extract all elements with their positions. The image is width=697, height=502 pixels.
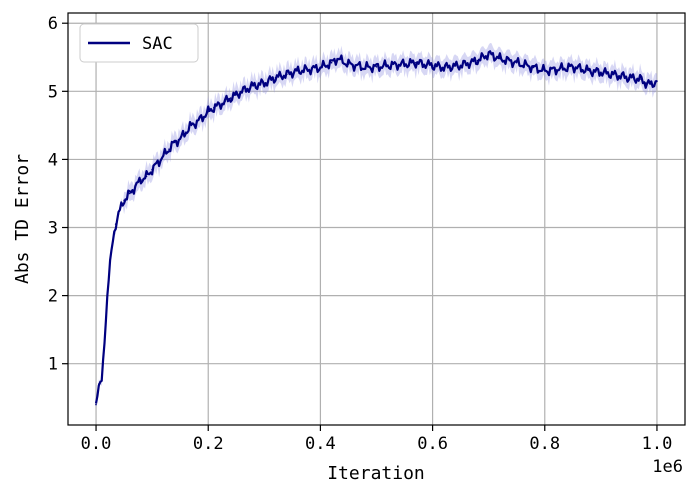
plot-frame — [67, 12, 686, 426]
data-point — [168, 148, 170, 150]
y-tick-label: 2 — [48, 287, 58, 307]
data-point — [109, 260, 111, 263]
data-point — [286, 73, 288, 76]
data-point — [134, 185, 137, 188]
data-point — [207, 110, 209, 113]
data-point — [128, 192, 131, 195]
data-point — [476, 59, 479, 62]
data-point — [162, 155, 165, 157]
y-axis-ticks: 1 2 3 4 5 6 — [48, 14, 68, 375]
data-point — [156, 162, 159, 164]
data-point — [644, 82, 647, 84]
data-point — [196, 121, 198, 123]
data-point — [145, 175, 148, 178]
data-point — [190, 124, 193, 127]
data-point — [98, 383, 100, 385]
x-tick-label: 0.4 — [305, 434, 336, 454]
y-tick-label: 3 — [48, 219, 58, 239]
confidence-band-sac — [96, 43, 657, 409]
data-point — [95, 403, 97, 406]
data-point — [229, 97, 232, 99]
data-point — [319, 66, 322, 69]
data-point — [499, 57, 501, 60]
data-point — [487, 53, 490, 55]
series-line-sac — [94, 50, 658, 404]
data-point — [114, 223, 117, 225]
plot-background — [68, 13, 685, 425]
data-point — [235, 93, 238, 96]
data-point — [639, 78, 641, 80]
data-point — [347, 63, 350, 65]
legend-box — [79, 23, 199, 63]
data-point — [185, 131, 187, 133]
x-tick-label: 0.2 — [193, 434, 224, 454]
data-point — [151, 168, 153, 171]
data-point — [106, 294, 109, 297]
data-point — [375, 66, 378, 68]
data-point — [173, 141, 176, 144]
x-tick-label: 0.0 — [81, 434, 112, 454]
data-point — [364, 66, 367, 69]
x-offset-label: 1e6 — [652, 457, 683, 477]
y-axis-label: Abs TD Error — [12, 154, 33, 284]
data-point — [588, 70, 591, 72]
data-point — [532, 66, 535, 69]
data-point — [263, 82, 266, 84]
data-point — [459, 64, 462, 67]
y-tick-label: 4 — [48, 150, 58, 170]
data-point — [308, 68, 311, 71]
data-point — [241, 90, 243, 93]
x-axis-ticks: 0.0 0.2 0.4 0.6 0.8 1.0 — [81, 425, 673, 454]
series-line-layer — [94, 50, 658, 406]
data-point — [123, 199, 125, 202]
data-point — [100, 379, 103, 382]
x-tick-label: 1.0 — [642, 434, 673, 454]
data-point — [555, 68, 557, 71]
legend-label-sac: SAC — [142, 34, 173, 54]
data-point — [650, 83, 653, 86]
data-point — [297, 70, 299, 72]
data-point — [656, 80, 658, 82]
data-point — [403, 63, 406, 65]
data-point — [600, 71, 602, 73]
data-point — [336, 57, 339, 60]
data-point — [213, 106, 215, 109]
legend: SAC — [79, 23, 199, 63]
data-point — [112, 240, 114, 242]
data-point — [431, 64, 434, 67]
data-point — [628, 76, 630, 79]
y-tick-label: 6 — [48, 14, 58, 34]
data-point — [443, 66, 445, 69]
grid — [68, 13, 685, 425]
data-point — [201, 116, 204, 118]
y-tick-label: 1 — [48, 355, 58, 375]
data-point — [274, 76, 277, 79]
data-point — [330, 61, 333, 64]
data-point — [544, 70, 546, 72]
x-axis-label: Iteration — [327, 463, 425, 484]
data-point — [515, 61, 518, 64]
data-point — [140, 179, 142, 181]
data-point — [218, 104, 221, 106]
data-point — [386, 64, 389, 67]
data-point — [179, 138, 181, 140]
x-tick-label: 0.6 — [417, 434, 448, 454]
data-point — [415, 61, 417, 64]
data-point — [117, 213, 120, 215]
x-tick-label: 0.8 — [529, 434, 560, 454]
data-point — [224, 100, 226, 103]
data-point — [611, 73, 613, 76]
y-tick-label: 5 — [48, 82, 58, 102]
data-point — [103, 342, 106, 345]
data-point — [252, 85, 254, 87]
confidence-band-layer — [96, 43, 657, 409]
data-point — [572, 66, 574, 68]
